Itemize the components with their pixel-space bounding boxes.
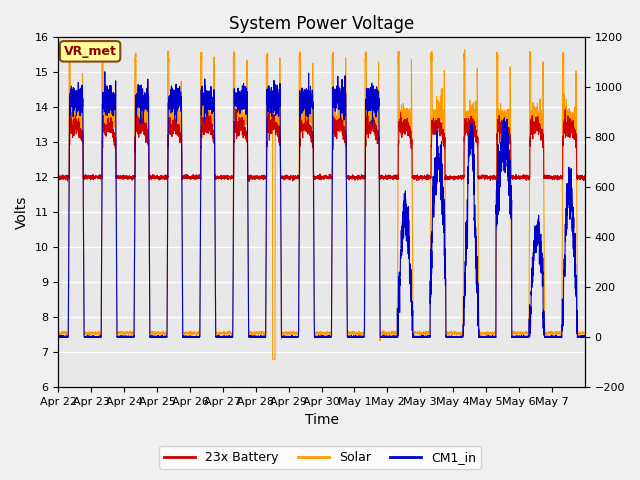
Legend: 23x Battery, Solar, CM1_in: 23x Battery, Solar, CM1_in (159, 446, 481, 469)
Y-axis label: Volts: Volts (15, 196, 29, 229)
X-axis label: Time: Time (305, 413, 339, 427)
Title: System Power Voltage: System Power Voltage (229, 15, 414, 33)
Text: VR_met: VR_met (63, 45, 116, 58)
